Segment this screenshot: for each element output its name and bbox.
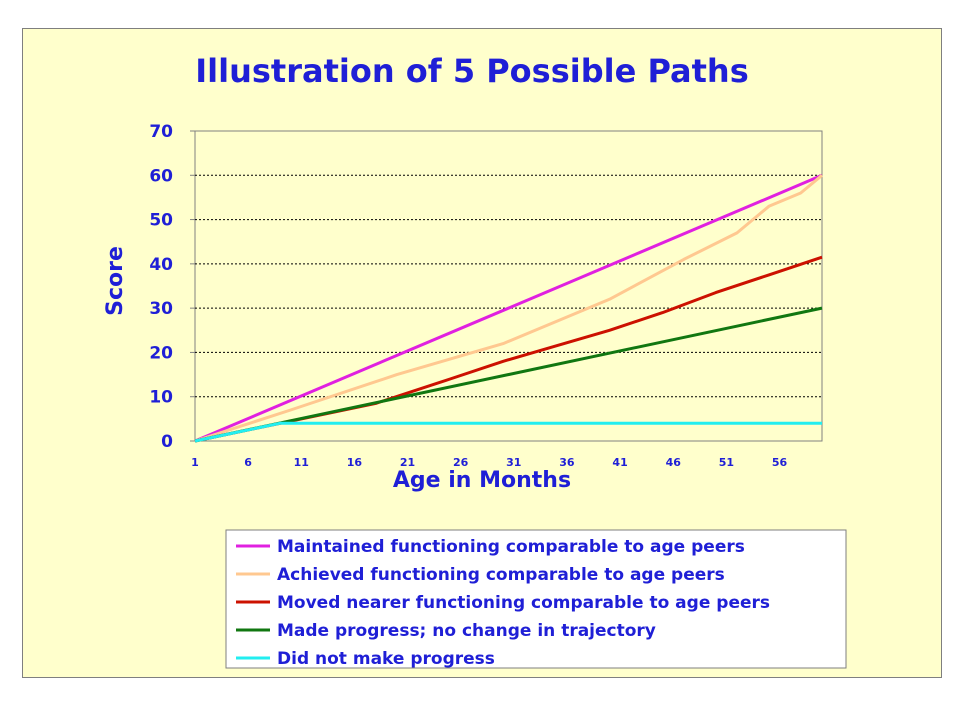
series-lines [194,173,823,443]
chart-title: Illustration of 5 Possible Paths [195,52,749,90]
y-tick-label: 0 [161,432,173,452]
series-line-5 [194,421,822,443]
y-tick-label: 60 [149,166,173,186]
x-tick-label: 6 [244,456,252,469]
x-tick-label: 36 [559,456,575,469]
series-line-4 [194,306,823,443]
x-tick-label: 21 [400,456,415,469]
x-tick-label: 26 [453,456,469,469]
legend-label-3: Moved nearer functioning comparable to a… [277,593,770,613]
series-line-2 [194,174,823,443]
x-tick-label: 41 [612,456,627,469]
legend-label-2: Achieved functioning comparable to age p… [277,565,725,585]
y-axis-label: Score [103,246,128,316]
x-tick-label: 56 [772,456,788,469]
x-tick-label: 11 [294,456,309,469]
legend-label-5: Did not make progress [277,649,495,669]
y-axis-ticks: 0 10 20 30 40 50 60 70 [149,122,195,452]
x-axis-ticks: 1 6 11 16 21 26 31 36 41 46 51 56 [191,456,787,469]
legend-label-4: Made progress; no change in trajectory [277,621,656,641]
y-tick-label: 20 [149,343,173,363]
y-tick-label: 10 [149,388,173,408]
x-tick-label: 31 [506,456,521,469]
legend-entries: Maintained functioning comparable to age… [236,537,770,669]
y-tick-label: 30 [149,299,173,319]
plot-area [194,130,823,442]
legend-label-1: Maintained functioning comparable to age… [277,537,745,557]
y-tick-label: 40 [149,255,173,275]
x-tick-label: 1 [191,456,199,469]
legend [225,529,847,669]
series-line-1 [194,173,823,443]
x-tick-label: 16 [347,456,363,469]
x-tick-label: 51 [719,456,734,469]
y-tick-label: 50 [149,211,173,231]
y-tick-label: 70 [149,122,173,142]
x-tick-label: 46 [666,456,682,469]
x-axis-label: Age in Months [393,468,571,493]
